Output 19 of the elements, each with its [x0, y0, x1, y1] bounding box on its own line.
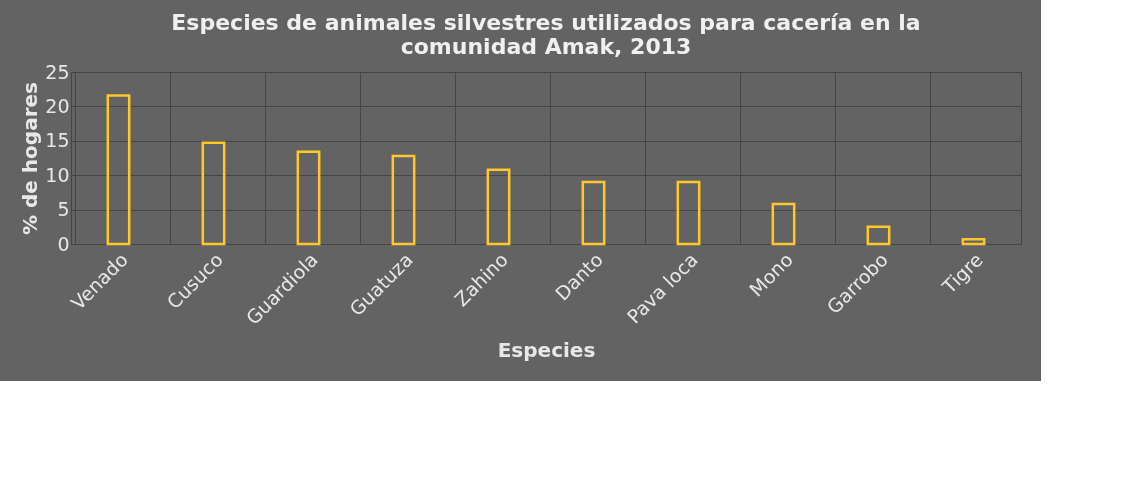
- y-axis-title: % de hogares: [18, 82, 43, 235]
- bar: [866, 225, 891, 246]
- bar: [771, 202, 796, 246]
- bar: [486, 168, 511, 246]
- y-tick-label: 10: [45, 163, 70, 186]
- bar: [296, 150, 321, 246]
- bar: [581, 180, 606, 246]
- y-tick-label: 5: [57, 198, 70, 221]
- x-axis-title: Especies: [497, 337, 596, 362]
- bar: [391, 154, 416, 246]
- y-tick-label: 20: [45, 94, 70, 117]
- y-tick-label: 15: [45, 129, 70, 152]
- bar: [676, 180, 701, 246]
- chart-title: Especies de animales silvestres utilizados para cacería en la comunidad Amak, 2013: [171, 10, 921, 59]
- y-tick-label: 0: [57, 232, 70, 255]
- y-tick-label: 25: [45, 60, 70, 83]
- bar: [961, 237, 986, 246]
- bar: [201, 141, 226, 246]
- bar: [106, 94, 131, 246]
